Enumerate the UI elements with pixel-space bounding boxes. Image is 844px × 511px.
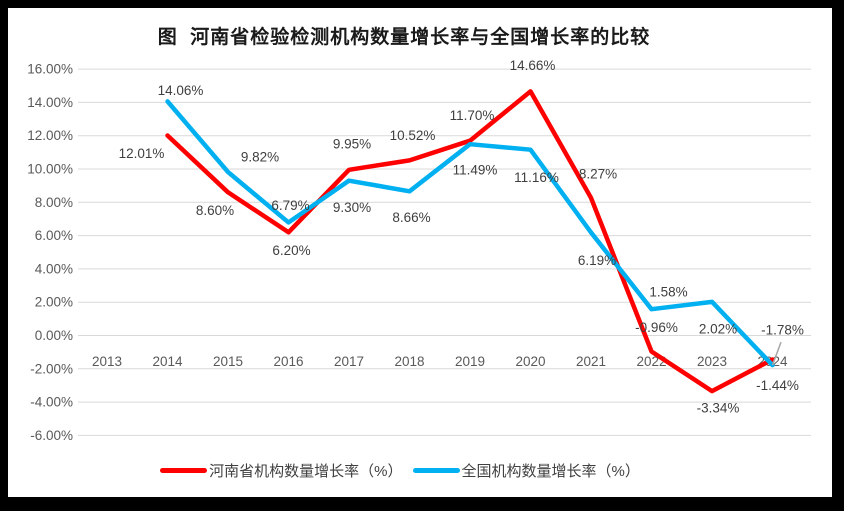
data-label-henan: 9.95% xyxy=(333,136,371,151)
x-axis-tick-label: 2013 xyxy=(92,354,122,369)
x-axis-tick-label: 2023 xyxy=(697,354,727,369)
x-axis-tick-label: 2019 xyxy=(455,354,485,369)
data-label-national: 8.66% xyxy=(392,210,430,225)
legend-item-national: 全国机构数量增长率（%） xyxy=(412,460,640,481)
x-axis-tick-label: 2018 xyxy=(394,354,424,369)
data-label-henan: 10.52% xyxy=(390,128,436,143)
x-axis-tick-label: 2015 xyxy=(213,354,243,369)
label-leader-line xyxy=(771,341,782,366)
x-axis-tick-label: 2016 xyxy=(273,354,303,369)
y-axis-tick-label: 8.00% xyxy=(35,195,73,210)
data-label-henan: 8.27% xyxy=(579,166,617,181)
y-axis-tick-label: 4.00% xyxy=(35,261,73,276)
data-label-national: 11.16% xyxy=(514,170,559,185)
x-axis-tick-label: 2014 xyxy=(152,354,183,369)
chart-canvas: 16.00% 14.00% 12.00% 10.00% 8.00% 6.00% 4.00% 2… xyxy=(27,58,811,443)
data-label-henan: 12.01% xyxy=(119,146,165,161)
series-line-national xyxy=(165,99,775,368)
legend-item-henan: 河南省机构数量增长率（%） xyxy=(160,460,403,481)
y-axis-tick-label: -6.00% xyxy=(30,428,73,443)
legend-label-henan: 河南省机构数量增长率（%） xyxy=(209,463,403,480)
x-axis-tick-label: 2021 xyxy=(576,354,606,369)
y-axis-tick-label: 2.00% xyxy=(35,295,73,310)
chart-title: 图 河南省检验检测机构数量增长率与全国增长率的比较 xyxy=(157,27,651,48)
y-axis-tick-label: 16.00% xyxy=(27,62,73,77)
data-label-national: -1.78% xyxy=(761,323,804,338)
data-label-national: 6.79% xyxy=(271,198,309,213)
x-axis-tick-label: 2017 xyxy=(334,354,364,369)
data-label-national: 11.49% xyxy=(453,163,498,178)
legend-label-national: 全国机构数量增长率（%） xyxy=(461,463,640,480)
data-label-national: 1.58% xyxy=(649,285,687,300)
data-label-henan: 11.70% xyxy=(450,108,495,123)
legend-swatch-national-icon xyxy=(412,468,460,473)
x-axis-tick-label: 2020 xyxy=(515,354,545,369)
series-line-henan xyxy=(165,89,775,394)
legend-swatch-henan-icon xyxy=(160,468,208,473)
y-axis-tick-label: -4.00% xyxy=(30,395,73,410)
data-label-national: 6.19% xyxy=(578,253,616,268)
data-label-henan: 6.20% xyxy=(272,243,310,258)
data-label-national: 14.06% xyxy=(158,83,204,98)
y-axis-tick-label: 6.00% xyxy=(35,228,73,243)
data-label-national: 9.82% xyxy=(241,149,279,164)
chart-legend: 河南省机构数量增长率（%） 全国机构数量增长率（%） xyxy=(0,460,812,481)
chart-area: 图 河南省检验检测机构数量增长率与全国增长率的比较 16.00% 14.00% 12… xyxy=(8,8,832,497)
y-axis-tick-label: 0.00% xyxy=(35,328,73,343)
data-label-national: 9.30% xyxy=(333,200,371,215)
data-label-henan: -0.96% xyxy=(635,320,678,335)
y-axis-tick-label: -2.00% xyxy=(30,361,73,376)
y-axis-tick-label: 12.00% xyxy=(27,128,73,143)
y-axis-tick-label: 14.00% xyxy=(27,95,73,110)
y-axis-tick-label: 10.00% xyxy=(27,162,73,177)
data-label-henan: -3.34% xyxy=(697,401,740,416)
data-label-national: 2.02% xyxy=(699,321,737,336)
data-label-henan: 8.60% xyxy=(196,203,234,218)
data-label-henan: 14.66% xyxy=(510,58,556,73)
data-label-henan: -1.44% xyxy=(756,378,799,393)
